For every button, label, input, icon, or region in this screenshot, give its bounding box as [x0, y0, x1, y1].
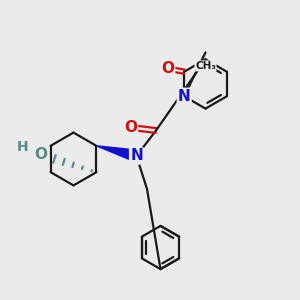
- Text: O: O: [34, 147, 47, 162]
- Text: H: H: [17, 140, 28, 154]
- Text: O: O: [124, 120, 137, 135]
- Polygon shape: [96, 146, 138, 162]
- Text: N: N: [130, 148, 143, 164]
- Text: CH₃: CH₃: [195, 61, 216, 71]
- Text: N: N: [178, 89, 190, 104]
- Text: O: O: [161, 61, 174, 76]
